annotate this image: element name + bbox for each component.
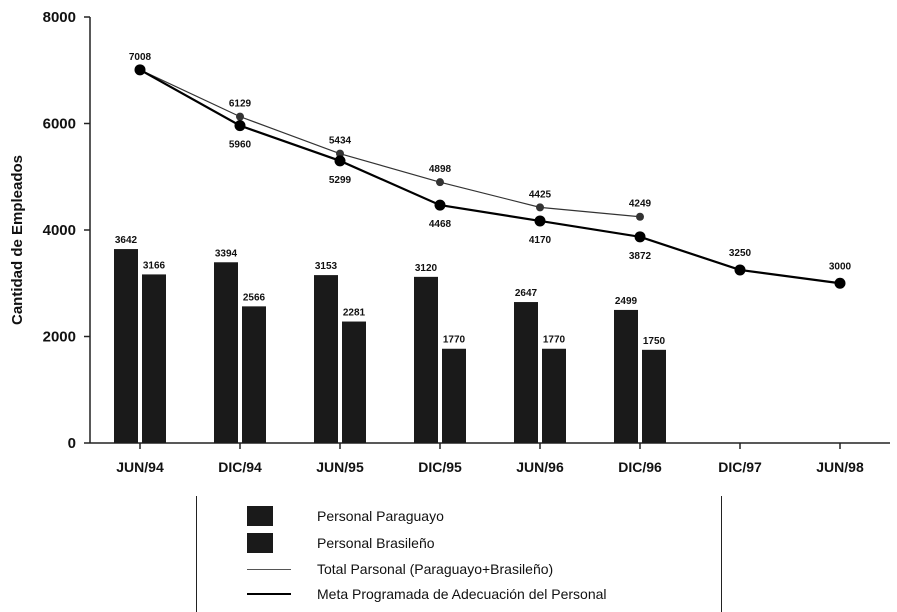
point-meta-programada: [534, 215, 546, 227]
data-label-brasileno: 1770: [443, 335, 466, 346]
x-tick-label: DIC/97: [718, 459, 762, 475]
legend-item-meta: Meta Programada de Adecuación del Person…: [247, 582, 607, 606]
point-meta-programada: [334, 155, 346, 167]
y-tick-label: 4000: [43, 222, 76, 239]
data-label-total: 5434: [329, 136, 352, 147]
x-tick-label: DIC/95: [418, 459, 462, 475]
data-label-meta: 3250: [729, 248, 752, 259]
x-tick-label: JUN/94: [116, 459, 164, 475]
point-total-personal: [436, 178, 444, 187]
point-meta-programada: [134, 64, 146, 76]
legend-swatch-brasileno: [247, 533, 273, 553]
x-tick-label: JUN/96: [516, 459, 564, 475]
data-label-brasileno: 2566: [243, 292, 266, 303]
bar-brasileno: [642, 349, 666, 443]
point-total-personal: [636, 212, 644, 221]
data-label-meta: 3000: [829, 261, 852, 272]
data-label-total: 4249: [629, 199, 652, 210]
data-label-total: 6129: [229, 99, 252, 110]
bar-brasileno: [542, 348, 566, 443]
x-tick-label: DIC/96: [618, 459, 662, 475]
data-label-paraguayo: 3153: [315, 261, 338, 272]
y-tick-label: 6000: [43, 116, 76, 133]
y-tick-label: 0: [68, 435, 76, 452]
bar-paraguayo: [514, 302, 538, 443]
data-label-brasileno: 2281: [343, 308, 366, 319]
bar-paraguayo: [614, 309, 638, 443]
point-meta-programada: [834, 277, 846, 289]
data-label-brasileno: 1770: [543, 335, 566, 346]
legend-line-meta: [247, 593, 291, 595]
point-meta-programada: [734, 264, 746, 276]
bar-brasileno: [142, 274, 166, 443]
legend-item-brasileno: Personal Brasileño: [247, 531, 435, 555]
legend-swatch-paraguayo: [247, 506, 273, 526]
y-tick-label: 8000: [43, 9, 76, 26]
chart: 0 2000 4000 6000 8000 Cantidad de Empleados JU…: [9, 9, 890, 475]
data-label-total: 4898: [429, 164, 452, 175]
bar-paraguayo: [314, 275, 338, 443]
data-label-total: 4425: [529, 189, 552, 200]
legend-label-total: Total Parsonal (Paraguayo+Brasileño): [317, 561, 554, 577]
legend: Personal Paraguayo Personal Brasileño To…: [196, 496, 722, 612]
legend-label-brasileno: Personal Brasileño: [317, 535, 435, 551]
point-total-personal: [336, 149, 344, 158]
point-meta-programada: [234, 120, 246, 132]
data-label-paraguayo: 3642: [115, 235, 138, 246]
bar-brasileno: [342, 321, 366, 443]
point-total-personal: [236, 112, 244, 121]
data-label-meta: 4170: [529, 235, 552, 246]
x-tick-label: JUN/98: [816, 459, 864, 475]
data-label-meta: 5960: [229, 140, 252, 151]
data-label-brasileno: 1750: [643, 336, 666, 347]
x-tick-label: JUN/95: [316, 459, 364, 475]
legend-item-total: Total Parsonal (Paraguayo+Brasileño): [247, 557, 553, 581]
data-label-paraguayo: 3120: [415, 263, 438, 274]
data-label-paraguayo: 2499: [615, 296, 638, 307]
data-label-meta: 3872: [629, 251, 652, 262]
data-label-total: 7008: [129, 52, 152, 63]
y-tick-label: 2000: [43, 329, 76, 346]
legend-label-meta: Meta Programada de Adecuación del Person…: [317, 586, 607, 602]
bar-paraguayo: [214, 262, 238, 443]
point-meta-programada: [634, 231, 646, 243]
bar-brasileno: [242, 306, 266, 443]
x-tick-label: DIC/94: [218, 459, 262, 475]
data-label-meta: 4468: [429, 219, 452, 230]
line-total-personal: [139, 69, 641, 218]
bar-brasileno: [442, 348, 466, 443]
data-label-meta: 5299: [329, 175, 352, 186]
point-total-personal: [536, 203, 544, 212]
line-meta-programada: [139, 68, 841, 285]
bar-paraguayo: [414, 276, 438, 443]
data-label-paraguayo: 2647: [515, 288, 538, 299]
y-axis-title: Cantidad de Empleados: [9, 155, 26, 325]
data-label-brasileno: 3166: [143, 260, 166, 271]
data-label-paraguayo: 3394: [215, 248, 238, 259]
point-meta-programada: [434, 199, 446, 211]
bar-paraguayo: [114, 249, 138, 443]
legend-label-paraguayo: Personal Paraguayo: [317, 508, 444, 524]
legend-line-total: [247, 568, 291, 570]
legend-item-paraguayo: Personal Paraguayo: [247, 504, 444, 528]
